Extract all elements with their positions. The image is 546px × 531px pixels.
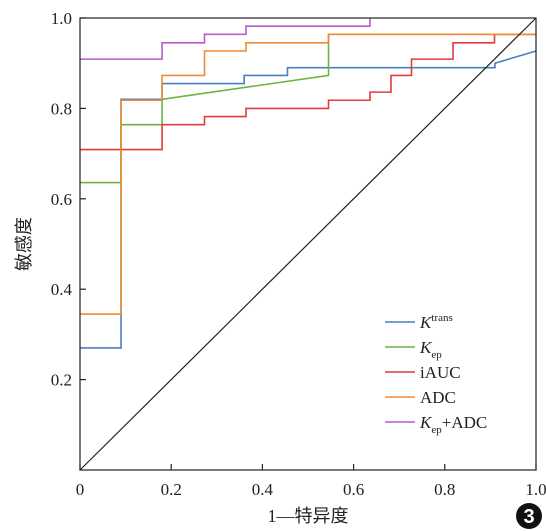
y-axis-label: 敏感度 [14,217,34,271]
y-tick-label: 0.2 [51,371,72,390]
axes [79,17,537,471]
series-line-iauc [80,33,536,151]
x-tick-label: 0 [76,480,85,499]
legend: Ktrans Kep iAUC ADC Kep+ADC [385,312,487,436]
series-line-adc [80,33,536,315]
y-tick-label: 0.8 [51,99,72,118]
y-tick-label: 0.6 [51,190,72,209]
legend-label: Kep+ADC [419,413,487,436]
x-tick-label: 0.8 [434,480,455,499]
x-tick-label: 0.4 [252,480,274,499]
reference-diagonal [79,17,537,471]
series-line-kep-adc [80,18,371,60]
y-tick-label: 1.0 [51,9,72,28]
legend-label: Ktrans [419,312,453,332]
legend-label: ADC [420,388,456,407]
figure-number-badge: 3 [516,503,542,529]
x-tick-label: 0.2 [161,480,182,499]
series-line-ktrans [80,50,537,349]
plot-lines [80,18,537,349]
figure-number-circle [516,503,542,529]
x-tick-label: 1.0 [525,480,546,499]
legend-label: iAUC [420,363,461,382]
figure-number: 3 [523,506,534,528]
x-axis-label: 1—特异度 [268,506,349,526]
legend-label: Kep [419,338,442,361]
x-tick-label: 0.6 [343,480,364,499]
plot-frame [79,17,537,471]
y-tick-label: 0.4 [51,280,73,299]
ticks: 0 0.2 0.4 0.6 0.8 1.0 0.2 0.4 0.6 0.8 1.0 [51,9,546,499]
reference-line [79,17,537,471]
